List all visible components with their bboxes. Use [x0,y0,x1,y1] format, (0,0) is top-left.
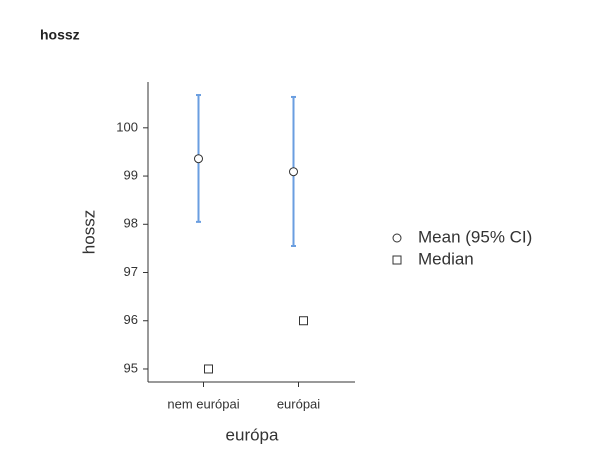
mean-point [289,167,298,177]
y-axis-title: hossz [79,210,98,254]
y-tick-label: 97 [124,264,138,279]
x-tick-label: európai [277,396,320,411]
y-tick-label: 95 [124,360,138,375]
mean-point [194,154,203,164]
median-point [299,316,308,326]
legend-label: Mean (95% CI) [418,227,532,246]
y-tick-label: 98 [124,216,138,231]
x-axis-title: európa [226,425,279,444]
chart-title: hossz [40,27,80,43]
legend-label: Median [418,249,474,268]
y-tick-label: 100 [116,119,138,134]
legend-marker [392,233,402,243]
median-point [204,364,213,374]
y-tick-label: 96 [124,312,138,327]
y-tick-label: 99 [124,167,138,182]
x-tick-label: nem európai [167,396,239,411]
legend-marker [392,255,402,265]
